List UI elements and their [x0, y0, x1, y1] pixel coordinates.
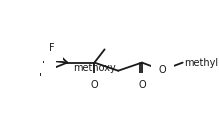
Text: F: F	[49, 43, 55, 53]
Text: O: O	[159, 65, 166, 75]
Text: F: F	[42, 55, 48, 65]
Text: methyl: methyl	[184, 58, 219, 68]
Text: F: F	[39, 68, 45, 78]
Text: methoxy: methoxy	[73, 63, 116, 73]
Text: O: O	[91, 81, 98, 90]
Text: O: O	[138, 81, 146, 90]
